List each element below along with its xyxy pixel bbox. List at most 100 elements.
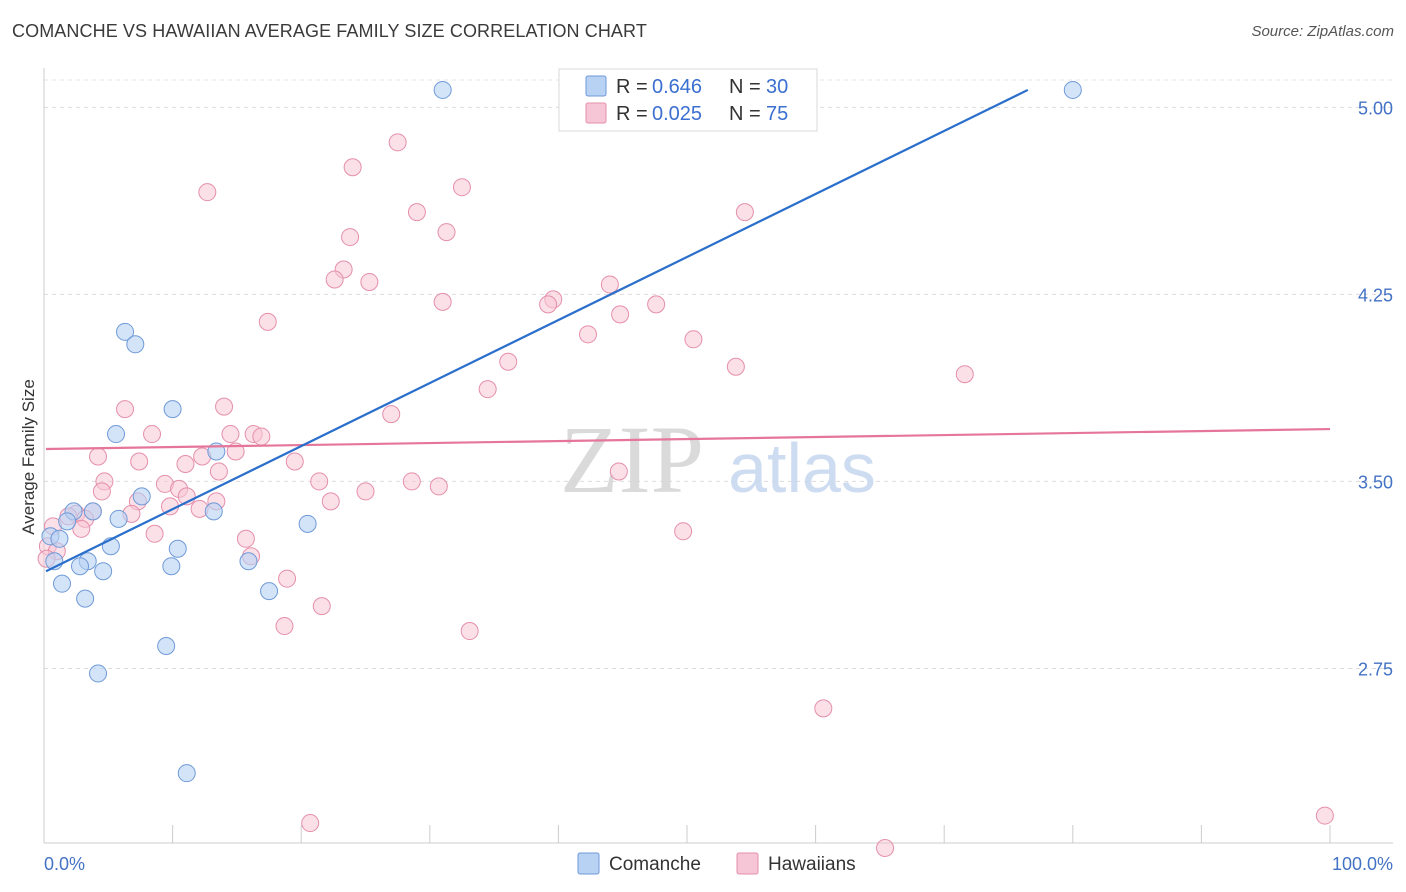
hawaiian-point bbox=[72, 519, 91, 538]
hawaiian-point bbox=[258, 312, 277, 331]
y-tick-label: 3.50 bbox=[1358, 472, 1393, 492]
x-tick-label-end: 100.0% bbox=[1332, 854, 1393, 874]
comanche-point bbox=[177, 764, 196, 783]
axes bbox=[43, 68, 1393, 844]
comanche-point bbox=[58, 512, 77, 531]
comanche-point bbox=[163, 400, 182, 419]
hawaiian-point bbox=[341, 228, 360, 247]
legend-hawaiian-n-label: N = bbox=[729, 103, 761, 125]
comanche-point bbox=[1063, 80, 1082, 99]
hawaiian-point bbox=[460, 622, 479, 641]
comanche-point bbox=[89, 664, 108, 683]
legend-hawaiian-n-value: 75 bbox=[766, 103, 788, 125]
comanche-point bbox=[53, 574, 72, 593]
hawaiian-point bbox=[388, 133, 407, 152]
hawaiian-point bbox=[647, 295, 666, 314]
legend-comanche-n-label: N = bbox=[729, 76, 761, 98]
hawaiian-point bbox=[321, 492, 340, 511]
hawaiian-point bbox=[226, 442, 245, 461]
hawaiian-point bbox=[92, 482, 111, 501]
hawaiian-point bbox=[209, 462, 228, 481]
bottom-legend-swatch-hawaiian bbox=[736, 852, 759, 875]
hawaiian-point bbox=[343, 158, 362, 177]
hawaiian-point bbox=[814, 699, 833, 718]
comanche-point bbox=[157, 637, 176, 656]
hawaiian-point bbox=[221, 425, 240, 444]
hawaiian-point bbox=[452, 178, 471, 197]
hawaiian-point bbox=[402, 472, 421, 491]
y-axis-title: Average Family Size bbox=[19, 379, 38, 535]
gridlines bbox=[44, 79, 1393, 669]
hawaiian-point bbox=[876, 838, 895, 857]
hawaiian-point bbox=[407, 203, 426, 222]
legend-swatch-hawaiian bbox=[585, 102, 607, 124]
hawaiian-point bbox=[130, 452, 149, 471]
hawaiian-point bbox=[726, 357, 745, 376]
hawaiian-point bbox=[143, 425, 162, 444]
hawaiian-point bbox=[215, 397, 234, 416]
hawaiian-point bbox=[499, 352, 518, 371]
comanche-point bbox=[94, 562, 113, 581]
comanche-point bbox=[116, 322, 135, 341]
bottom-legend: Comanche Hawaiians bbox=[577, 852, 856, 875]
comanche-point bbox=[71, 557, 90, 576]
hawaiian-point bbox=[278, 569, 297, 588]
hawaiian-point bbox=[198, 183, 217, 202]
trend-lines bbox=[45, 88, 1331, 573]
hawaiian-point bbox=[116, 400, 135, 419]
comanche-points bbox=[41, 80, 1082, 783]
legend-swatch-comanche bbox=[585, 75, 607, 97]
hawaiian-point bbox=[382, 405, 401, 424]
hawaiian-point bbox=[609, 462, 628, 481]
bottom-legend-swatch-comanche bbox=[577, 852, 600, 875]
comanche-point bbox=[83, 502, 102, 521]
comanche-point bbox=[433, 80, 452, 99]
y-tick-label: 5.00 bbox=[1358, 98, 1393, 118]
comanche-point bbox=[76, 589, 95, 608]
comanche-trend-line bbox=[45, 88, 1029, 573]
chart-title: COMANCHE VS HAWAIIAN AVERAGE FAMILY SIZE… bbox=[12, 21, 647, 41]
comanche-point bbox=[204, 502, 223, 521]
hawaiian-point bbox=[312, 597, 331, 616]
comanche-point bbox=[260, 582, 279, 601]
hawaiian-trend-line bbox=[45, 427, 1331, 451]
legend-comanche-n-value: 30 bbox=[766, 76, 788, 98]
comanche-point bbox=[132, 487, 151, 506]
hawaiian-point bbox=[275, 617, 294, 636]
hawaiian-point bbox=[955, 365, 974, 384]
hawaiian-point bbox=[611, 305, 630, 324]
comanche-point bbox=[168, 539, 187, 558]
legend-comanche-r-label: R = bbox=[616, 76, 648, 98]
hawaiian-point bbox=[310, 472, 329, 491]
legend-box: R = 0.646 N = 30 R = 0.025 N = 75 bbox=[558, 68, 818, 132]
bottom-legend-hawaiian-label: Hawaiians bbox=[768, 854, 856, 875]
comanche-point bbox=[162, 557, 181, 576]
hawaiian-point bbox=[437, 223, 456, 242]
hawaiian-point bbox=[735, 203, 754, 222]
watermark-atlas: atlas bbox=[728, 429, 876, 507]
hawaiian-point bbox=[301, 814, 320, 833]
legend-hawaiian-r-value: 0.025 bbox=[652, 103, 702, 125]
hawaiian-point bbox=[433, 292, 452, 311]
hawaiian-point bbox=[89, 447, 108, 466]
hawaiian-point bbox=[600, 275, 619, 294]
comanche-point bbox=[298, 514, 317, 533]
legend-hawaiian-r-label: R = bbox=[616, 103, 648, 125]
hawaiian-point bbox=[684, 330, 703, 349]
comanche-point bbox=[126, 335, 145, 354]
x-tick-label-start: 0.0% bbox=[44, 854, 85, 874]
tick-labels: 2.75 3.50 4.25 5.00 0.0% 100.0% bbox=[44, 98, 1393, 874]
comanche-point bbox=[239, 552, 258, 571]
hawaiian-point bbox=[674, 522, 693, 541]
hawaiian-point bbox=[145, 524, 164, 543]
hawaiian-point bbox=[236, 529, 255, 548]
hawaiian-point bbox=[252, 427, 271, 446]
comanche-point bbox=[50, 529, 69, 548]
hawaiian-point bbox=[478, 380, 497, 399]
comanche-point bbox=[109, 509, 128, 528]
hawaiian-point bbox=[429, 477, 448, 496]
hawaiian-point bbox=[285, 452, 304, 471]
hawaiian-point bbox=[1315, 806, 1334, 825]
hawaiian-point bbox=[578, 325, 597, 344]
